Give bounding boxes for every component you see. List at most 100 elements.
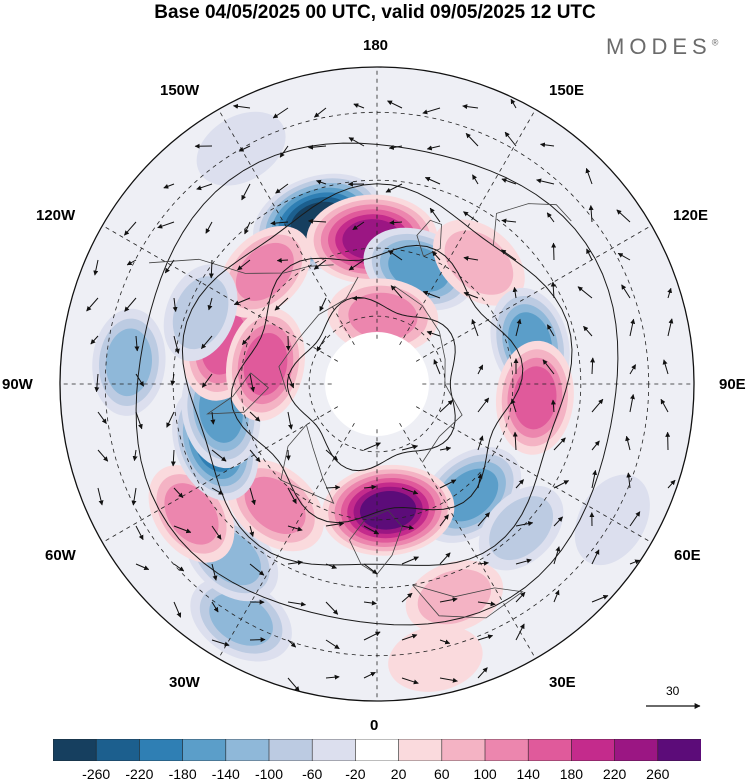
wind-arrow: [429, 207, 441, 223]
anomaly-cell-c-asia-high: [495, 340, 574, 455]
wind-arrow: [348, 259, 365, 271]
wind-arrow: [363, 600, 377, 606]
wind-arrow: [390, 285, 403, 299]
colorbar-swatch: [182, 739, 227, 761]
wind-arrow: [287, 601, 306, 607]
wind-arrow: [401, 633, 418, 641]
wind-arrow: [422, 290, 441, 299]
wind-arrow: [363, 525, 380, 535]
wind-arrow: [97, 449, 109, 462]
wind-arrow: [233, 297, 251, 306]
registered-mark: ®: [711, 37, 719, 48]
lon-label-60e: 60E: [674, 547, 701, 564]
wind-arrow: [207, 297, 213, 311]
wind-arrow: [439, 514, 449, 527]
wind-arrow: [249, 487, 256, 506]
wind-arrow: [510, 98, 517, 109]
wind-arrow: [325, 449, 338, 461]
wind-arrow: [477, 473, 483, 489]
wind-arrow: [249, 411, 261, 422]
wind-arrow: [363, 442, 381, 451]
wind-arrow: [211, 449, 227, 462]
wind-arrow: [172, 297, 178, 312]
wind-arrow: [667, 479, 676, 489]
wind-arrow: [270, 220, 289, 226]
wind-arrow: [389, 220, 403, 226]
coastline: [206, 372, 269, 415]
colorbar-tick-label: -20: [345, 766, 366, 782]
wind-arrow: [629, 394, 635, 413]
wind-arrow: [126, 259, 137, 266]
anomaly-band: [513, 366, 557, 430]
meridian-line: [102, 406, 339, 543]
wind-arrow: [426, 145, 441, 151]
wind-arrow: [426, 330, 441, 337]
wind-arrow: [591, 594, 609, 603]
lon-label-30e: 30E: [549, 674, 576, 691]
wind-arrow: [590, 357, 596, 375]
anomaly-cell-caspian-low: [478, 485, 564, 571]
lon-label-180: 180: [363, 37, 389, 54]
wind-arrow: [439, 479, 457, 489]
colorbar-swatch: [225, 739, 270, 761]
wind-arrow: [211, 639, 230, 647]
wind-arrow: [173, 601, 182, 618]
meridian-line: [415, 406, 652, 543]
wind-arrow: [348, 137, 365, 147]
anomaly-band: [172, 276, 229, 350]
coastline: [493, 203, 572, 246]
wind-arrow: [629, 559, 641, 565]
wind-arrow: [463, 291, 479, 299]
wind-arrow: [314, 107, 327, 118]
wind-arrow: [135, 563, 150, 571]
wind-arrow: [287, 411, 293, 430]
wind-arrow: [285, 449, 291, 461]
wind-arrow: [201, 335, 213, 349]
wind-arrow: [325, 601, 339, 615]
wind-arrow: [211, 525, 222, 540]
wind-arrow: [439, 639, 451, 645]
wind-arrow: [93, 259, 99, 276]
colorbar-swatch: [657, 739, 701, 761]
wind-arrow: [135, 373, 145, 387]
lon-label-60w: 60W: [45, 547, 76, 564]
wind-arrow: [501, 218, 517, 224]
colorbar-tick-label: -260: [82, 766, 111, 782]
wind-arrow: [585, 167, 593, 185]
wind-arrow: [90, 335, 99, 345]
wind-arrow: [132, 449, 138, 462]
wind-arrow: [316, 179, 327, 185]
wind-arrow: [542, 359, 555, 375]
wind-arrow: [512, 286, 518, 299]
wind-arrow: [124, 221, 137, 236]
wind-arrow: [249, 637, 266, 643]
colorbar-tick-label: 100: [473, 766, 497, 782]
wind-arrow: [504, 131, 517, 147]
wind-arrow: [621, 284, 631, 299]
anomaly-band: [489, 496, 554, 561]
wind-arrow: [625, 435, 631, 451]
lon-label-120w: 120W: [36, 207, 76, 224]
wind-arrow: [316, 335, 327, 352]
wind-arrow: [540, 142, 555, 148]
wind-arrow: [173, 525, 192, 534]
colorbar-swatch: [484, 739, 530, 761]
colorbar-tick-label: -100: [254, 766, 284, 782]
wind-arrow: [308, 218, 327, 224]
wind-arrow: [432, 251, 441, 261]
wind-arrow: [287, 677, 300, 692]
wind-arrow: [477, 512, 490, 527]
wind-arrow: [387, 100, 403, 109]
wind-arrow: [325, 674, 340, 680]
wind-arrow: [626, 472, 632, 489]
wind-arrow: [363, 563, 378, 575]
wind-arrow: [275, 183, 289, 194]
meridian-line: [399, 109, 536, 346]
wind-arrow: [308, 144, 327, 150]
wind-arrow: [510, 398, 517, 413]
colorbar-swatch: [355, 739, 400, 761]
coastline: [394, 285, 463, 463]
anomaly-band: [105, 328, 153, 397]
wind-arrow: [477, 634, 494, 641]
